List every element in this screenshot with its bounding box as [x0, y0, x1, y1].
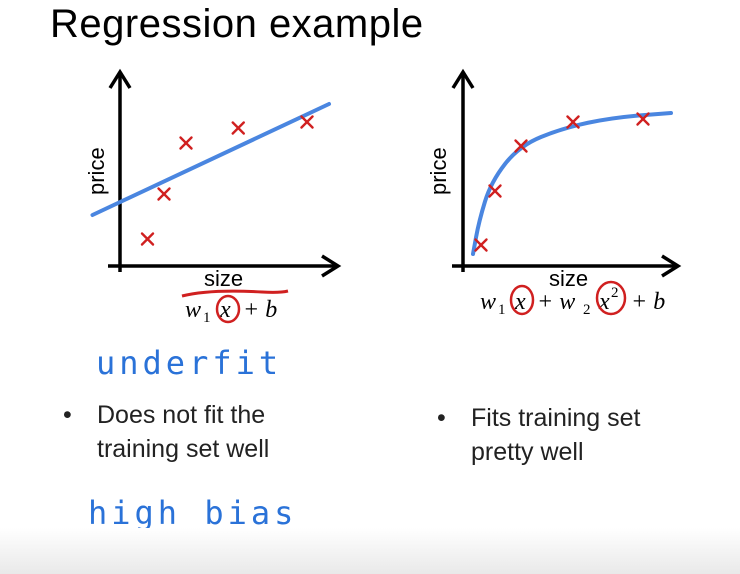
formula-sup-2-quadratic: 2 — [611, 285, 619, 301]
formula-w1-quadratic: w — [480, 289, 496, 315]
formula-w-linear: w — [185, 297, 201, 323]
right-bullet-line2: pretty well — [471, 438, 584, 466]
data-point-1 — [140, 232, 155, 246]
data-point-4 — [566, 115, 580, 129]
y-axis-arrow-linear — [108, 68, 132, 89]
bullet-dot: • — [437, 404, 446, 432]
formula-underline — [181, 289, 289, 298]
data-point-2 — [157, 187, 171, 201]
fit-line — [90, 102, 331, 217]
left-bullet: • Does not fit the training set well — [63, 398, 270, 466]
formula-sub-1-quadratic: 1 — [498, 302, 506, 318]
circle-annotation — [595, 280, 627, 316]
data-point-4 — [231, 121, 245, 135]
x-label-quadratic: size — [549, 266, 588, 291]
slide-title: Regression example — [50, 2, 424, 46]
underfit-note: underfit — [96, 344, 283, 382]
formula-linear: w 1 x + b — [181, 289, 289, 326]
right-bullet-line1: Fits training set — [471, 404, 641, 432]
series-linear — [90, 102, 331, 246]
plot-linear: price size w 1 x + b — [84, 68, 342, 326]
fit-curve — [471, 111, 673, 256]
formula-x-linear: x — [219, 297, 231, 323]
data-point-3 — [514, 139, 528, 153]
formula-rest-linear: + b — [243, 297, 277, 323]
data-point-2 — [488, 184, 502, 198]
formula-sub-2-quadratic: 2 — [583, 302, 591, 318]
formula-rest-quadratic: + b — [631, 289, 665, 315]
y-label-linear: price — [84, 147, 109, 195]
high-bias-note: high bias — [88, 494, 298, 532]
data-point-3 — [179, 136, 193, 150]
left-bullet-line2: training set well — [97, 435, 270, 463]
data-point-5 — [300, 115, 314, 129]
left-bullet-line1: Does not fit the — [97, 401, 266, 429]
x-label-linear: size — [204, 266, 243, 291]
formula-sub-1-linear: 1 — [203, 310, 211, 326]
y-label-quadratic: price — [426, 147, 451, 195]
bullet-dot: • — [63, 401, 72, 429]
formula-plus-quadratic: + w — [537, 289, 575, 315]
data-point-1 — [474, 238, 488, 252]
y-axis-arrow-quadratic — [451, 68, 475, 89]
data-point-5 — [636, 112, 650, 126]
plot-quadratic: price size w 1 x + w 2 x 2 + b — [426, 68, 682, 318]
formula-x-quadratic: x — [514, 289, 526, 315]
series-quadratic — [471, 111, 673, 256]
x-axis-arrow-quadratic — [661, 254, 682, 278]
x-axis-arrow-linear — [321, 254, 342, 278]
bottom-bar — [0, 528, 740, 574]
circle-annotation — [215, 294, 241, 324]
formula-quadratic: w 1 x + w 2 x 2 + b — [480, 280, 665, 318]
circle-annotation — [509, 284, 535, 316]
right-bullet: • Fits training set pretty well — [437, 401, 641, 469]
